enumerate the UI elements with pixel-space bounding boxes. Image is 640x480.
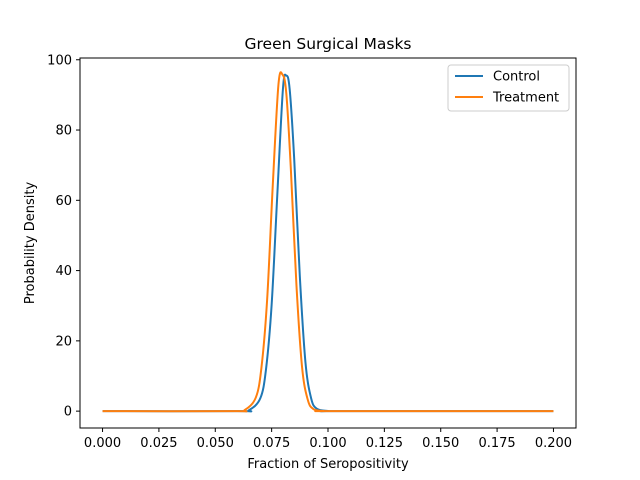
x-tick-label: 0.000 — [84, 436, 121, 451]
x-tick-label: 0.125 — [366, 436, 403, 451]
x-tick-label: 0.050 — [197, 436, 234, 451]
x-tick-label: 0.075 — [253, 436, 290, 451]
x-axis-label: Fraction of Seropositivity — [247, 457, 409, 472]
x-tick-label: 0.200 — [535, 436, 572, 451]
series-line-treatment — [102, 71, 554, 413]
y-axis: 0 20 40 60 80 100 — [47, 53, 80, 420]
x-tick-label: 0.025 — [140, 436, 177, 451]
y-tick-label: 60 — [55, 194, 72, 209]
x-axis: 0.000 0.025 0.050 0.075 0.100 0.125 0.150 0.175… — [84, 428, 572, 451]
x-tick-label: 0.175 — [478, 436, 515, 451]
y-tick-label: 40 — [55, 264, 72, 279]
y-tick-label: 20 — [55, 334, 72, 349]
y-axis-label: Probability Density — [23, 182, 38, 305]
x-tick-label: 0.150 — [422, 436, 459, 451]
plot-lines — [102, 71, 554, 413]
series-line-control — [102, 73, 554, 413]
plot-frame — [79, 57, 577, 429]
y-tick-label: 0 — [64, 405, 72, 420]
y-tick-label: 80 — [55, 124, 72, 139]
x-tick-label: 0.100 — [309, 436, 346, 451]
chart-title: Green Surgical Masks — [244, 35, 411, 53]
y-tick-label: 100 — [47, 53, 72, 68]
legend: Control Treatment — [447, 64, 570, 112]
legend-label-treatment: Treatment — [492, 91, 559, 106]
legend-label-control: Control — [493, 70, 540, 85]
